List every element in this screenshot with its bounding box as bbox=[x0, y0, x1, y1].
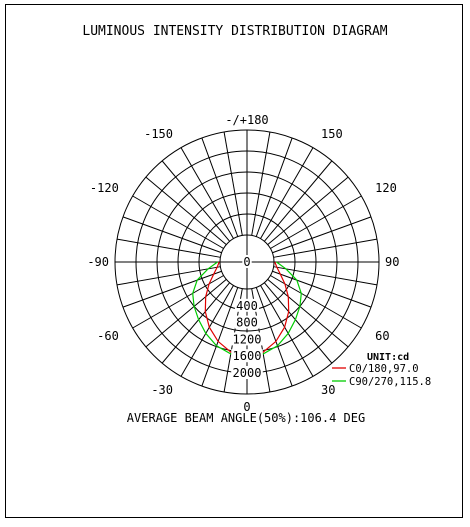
radial-tick-label: 1600 bbox=[233, 349, 262, 363]
grid-spoke bbox=[272, 216, 372, 254]
grid-spoke bbox=[260, 285, 314, 377]
chart-title: LUMINOUS INTENSITY DISTRIBUTION DIAGRAM bbox=[82, 24, 387, 39]
angle-tick-label: -120 bbox=[90, 181, 119, 195]
angle-tick-label: -150 bbox=[144, 127, 173, 141]
radial-tick-bg bbox=[234, 298, 260, 312]
radial-tick-label: 400 bbox=[236, 299, 258, 313]
grid-spoke bbox=[180, 147, 234, 239]
grid-spoke bbox=[263, 282, 333, 364]
grid-spoke bbox=[263, 160, 333, 242]
radial-tick-bg bbox=[231, 366, 263, 379]
angle-tick-label: 60 bbox=[375, 329, 389, 343]
radial-tick-label: 800 bbox=[236, 316, 258, 330]
angle-tick-label: 0 bbox=[243, 400, 250, 414]
angle-tick-label: 150 bbox=[321, 127, 343, 141]
angle-tick-label: -60 bbox=[97, 329, 119, 343]
grid-spoke bbox=[267, 278, 349, 348]
legend-entry: C90/270,115.8 bbox=[349, 376, 431, 388]
radial-tick-bg bbox=[231, 332, 263, 346]
radial-tick-label: 1200 bbox=[233, 332, 262, 346]
grid-spoke bbox=[122, 270, 222, 308]
radial-tick-bg bbox=[234, 315, 260, 329]
unit-label: UNIT:cd bbox=[367, 352, 409, 363]
grid-spoke bbox=[116, 266, 221, 286]
grid-spoke bbox=[272, 270, 372, 308]
radial-tick-bg bbox=[242, 255, 252, 268]
grid-spoke bbox=[251, 131, 271, 236]
grid-spoke bbox=[201, 137, 239, 237]
angle-tick-labels: -/+180 150 120 90 60 30 0 -30 -60 -90 -120 -150 bbox=[87, 113, 399, 414]
grid-spoke bbox=[145, 278, 227, 348]
grid-spoke bbox=[273, 238, 378, 258]
grid-spoke bbox=[260, 147, 314, 239]
angle-tick-label: -90 bbox=[87, 255, 109, 269]
grid-spoke bbox=[116, 238, 221, 258]
grid-spoke bbox=[270, 195, 362, 249]
grid-spoke bbox=[122, 216, 222, 254]
grid-spoke bbox=[201, 287, 239, 387]
grid-spoke bbox=[223, 131, 243, 236]
chart-frame bbox=[5, 4, 463, 518]
angle-tick-label: 120 bbox=[375, 181, 397, 195]
radial-tick-labels: 0 400 800 1200 1600 2000 bbox=[231, 255, 263, 380]
grid-spoke bbox=[161, 160, 231, 242]
angle-tick-label: 90 bbox=[385, 255, 399, 269]
radial-tick-label: 0 bbox=[243, 255, 250, 269]
radial-tick-bg bbox=[231, 349, 263, 363]
grid-spoke bbox=[145, 176, 227, 246]
angle-tick-label: 30 bbox=[321, 383, 335, 397]
legend-entry: C0/180,97.0 bbox=[349, 363, 419, 375]
radial-tick-label: 2000 bbox=[233, 366, 262, 380]
grid-spoke bbox=[255, 287, 293, 387]
grid-spoke bbox=[132, 195, 224, 249]
beam-angle-caption: AVERAGE BEAM ANGLE(50%):106.4 DEG bbox=[127, 411, 365, 425]
grid-spoke bbox=[255, 137, 293, 237]
grid-spoke bbox=[180, 285, 234, 377]
angle-tick-label: -/+180 bbox=[225, 113, 268, 127]
angle-tick-label: -30 bbox=[151, 383, 173, 397]
grid-spoke bbox=[267, 176, 349, 246]
grid-spoke bbox=[161, 282, 231, 364]
grid-spoke bbox=[273, 266, 378, 286]
